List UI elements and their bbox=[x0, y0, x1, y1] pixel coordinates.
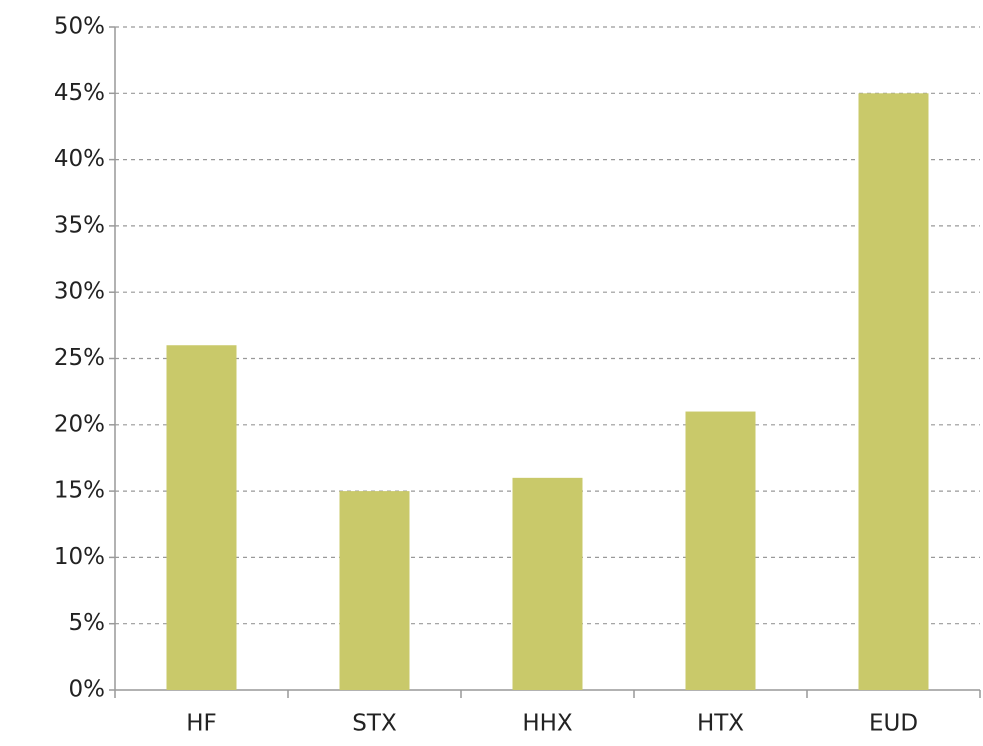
x-tick-label: HF bbox=[186, 711, 217, 737]
y-tick-label: 0% bbox=[69, 677, 106, 703]
x-tick-label: HHX bbox=[522, 711, 573, 737]
y-tick-label: 30% bbox=[54, 279, 105, 305]
y-tick-label: 5% bbox=[69, 610, 106, 636]
grid bbox=[115, 26, 980, 625]
y-tick-label: 40% bbox=[54, 146, 105, 172]
bar bbox=[339, 491, 410, 690]
y-tick-label: 35% bbox=[54, 212, 105, 238]
bar bbox=[166, 345, 237, 690]
y-tick-label: 50% bbox=[54, 14, 105, 40]
bar bbox=[858, 93, 929, 691]
y-tick-label: 15% bbox=[54, 478, 105, 504]
bar bbox=[685, 411, 756, 690]
bar bbox=[512, 477, 583, 690]
y-tick-label: 45% bbox=[54, 80, 105, 106]
x-tick-label: HTX bbox=[697, 711, 744, 737]
x-tick-label: STX bbox=[352, 711, 397, 737]
x-tick-label: EUD bbox=[869, 711, 918, 737]
y-tick-label: 10% bbox=[54, 544, 105, 570]
y-tick-label: 25% bbox=[54, 345, 105, 371]
y-tick-label: 20% bbox=[54, 411, 105, 437]
